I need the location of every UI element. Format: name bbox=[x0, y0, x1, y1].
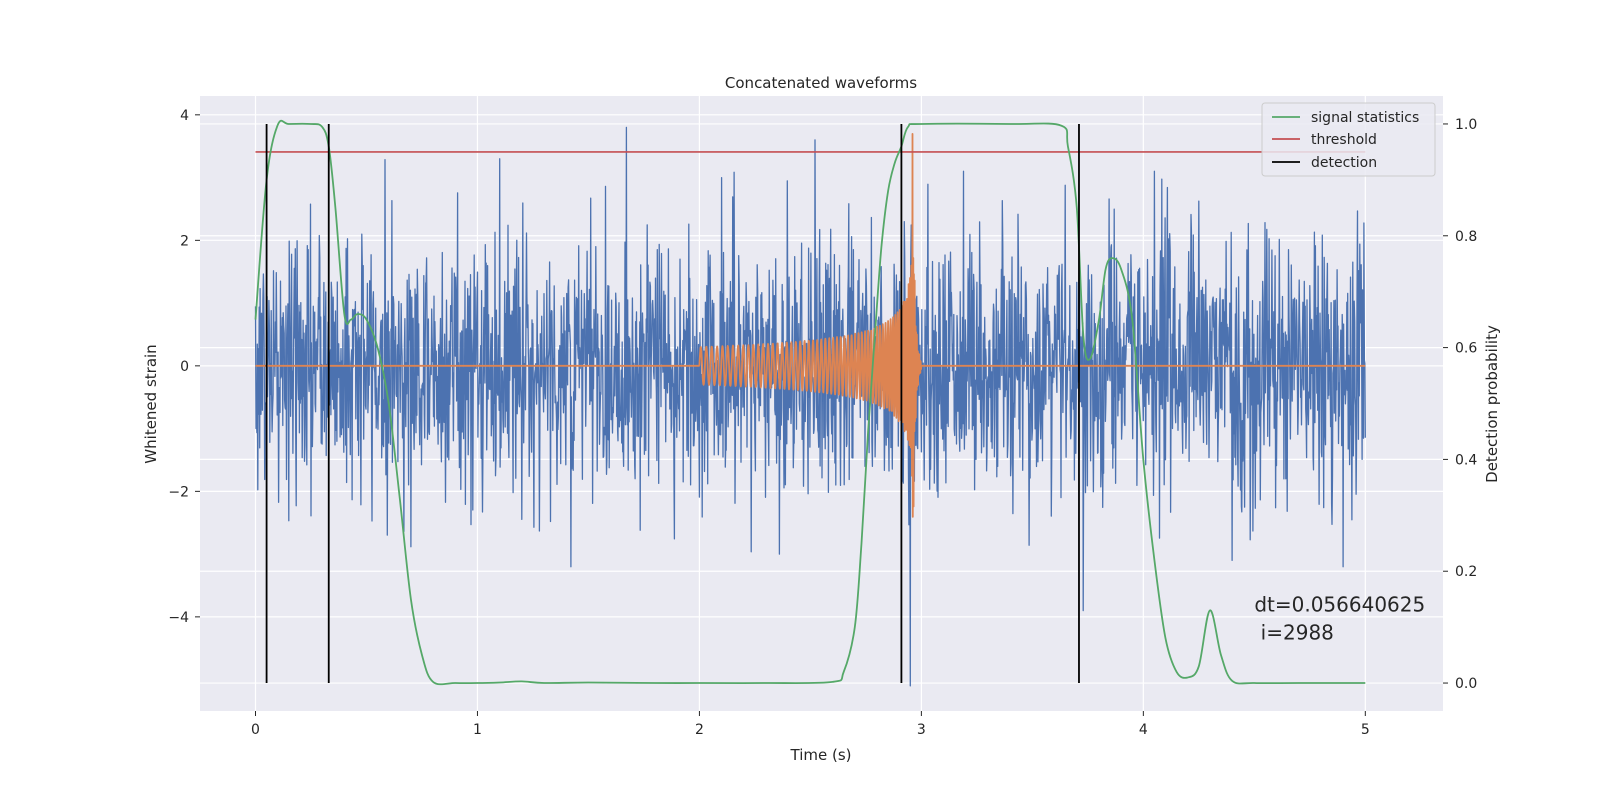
legend-box bbox=[1261, 102, 1436, 177]
y-tick-label-4: 4 bbox=[180, 108, 189, 124]
annotation-dt: dt=0.056640625 bbox=[1254, 593, 1425, 617]
waveform-series-line bbox=[254, 133, 1366, 518]
y2-axis-label: Detection probability bbox=[1483, 325, 1501, 483]
legend-label-threshold: threshold bbox=[1311, 132, 1377, 148]
series-layer bbox=[254, 119, 1366, 687]
signal-statistics-line bbox=[254, 119, 1366, 686]
x-axis-label: Time (s) bbox=[790, 746, 852, 764]
x-tick-label-1: 1 bbox=[473, 722, 482, 738]
x-tick-label-0: 0 bbox=[251, 722, 260, 738]
y-tick-label-0: −4 bbox=[168, 610, 189, 626]
legend-label-detection: detection bbox=[1311, 155, 1377, 171]
y-tick-label-2: 0 bbox=[180, 359, 189, 375]
y2-tick-label-0: 0.0 bbox=[1455, 676, 1477, 692]
x-tick-label-2: 2 bbox=[695, 722, 704, 738]
y2-tick-label-2: 0.4 bbox=[1455, 452, 1477, 468]
x-tick-label-3: 3 bbox=[917, 722, 926, 738]
y-axis-label: Whitened strain bbox=[142, 344, 160, 463]
y2-tick-label-4: 0.8 bbox=[1455, 229, 1477, 245]
legend-label-signal-statistics: signal statistics bbox=[1311, 110, 1419, 126]
y2-tick-label-5: 1.0 bbox=[1455, 117, 1477, 133]
x-tick-label-5: 5 bbox=[1361, 722, 1370, 738]
legend: signal statistics threshold detection bbox=[1261, 102, 1436, 177]
y2-tick-label-1: 0.2 bbox=[1455, 564, 1477, 580]
chart-title: Concatenated waveforms bbox=[725, 74, 917, 92]
y-tick-label-3: 2 bbox=[180, 233, 189, 249]
ticks-layer: 0 1 2 3 4 5 −4 −2 0 2 4 0.0 0.2 0.4 0.6 0.8 1.0 bbox=[168, 108, 1477, 738]
annotation-index: i=2988 bbox=[1254, 621, 1334, 645]
y2-tick-label-3: 0.6 bbox=[1455, 341, 1477, 357]
x-tick-label-4: 4 bbox=[1139, 722, 1148, 738]
y-tick-label-1: −2 bbox=[168, 484, 189, 500]
